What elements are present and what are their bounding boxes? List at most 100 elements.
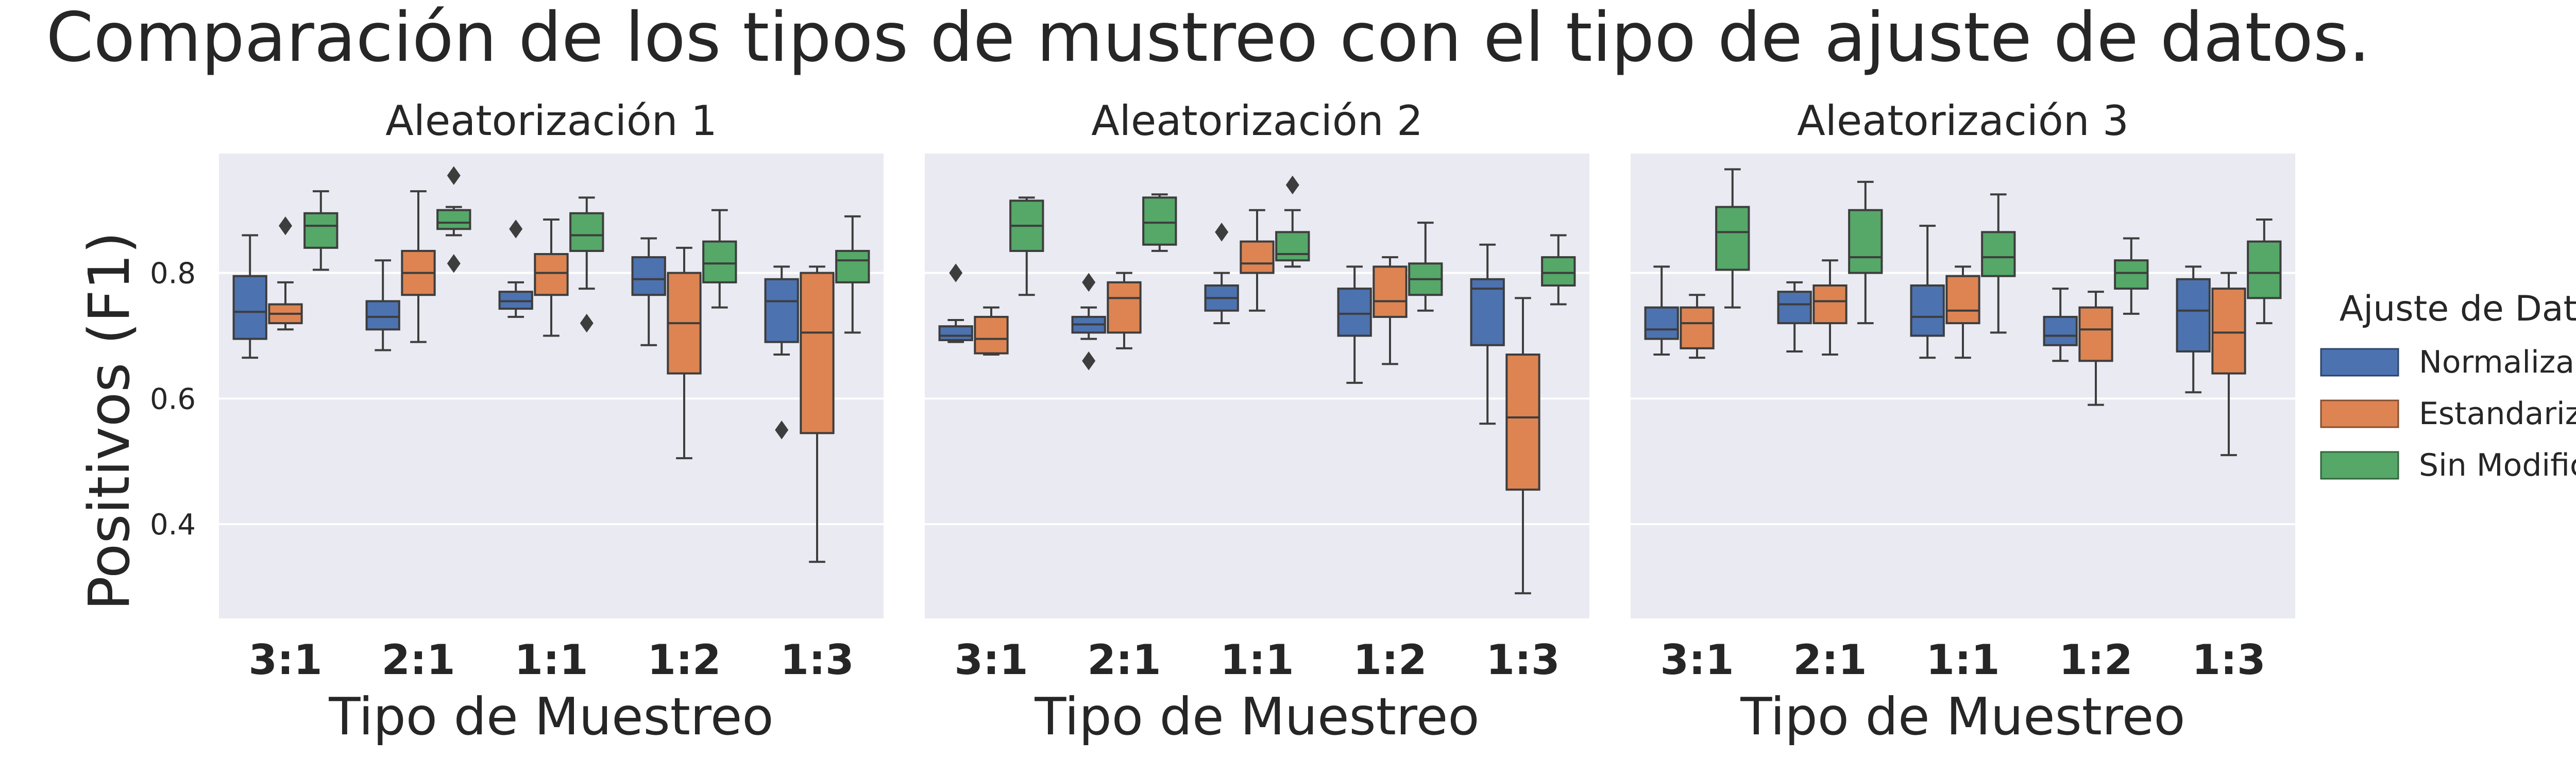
outlier-point: [1215, 223, 1229, 242]
box-iqr: [1142, 196, 1177, 246]
x-tick-label: 2:1: [1793, 636, 1867, 684]
box-sin-modificación: [303, 190, 338, 271]
box-iqr: [303, 212, 338, 249]
box-estandarizados: [2211, 272, 2246, 457]
box-iqr: [1715, 206, 1750, 271]
box-normalizados: [2176, 265, 2211, 394]
box-iqr: [1470, 278, 1505, 346]
box-iqr: [1644, 306, 1679, 340]
box-iqr: [232, 275, 267, 340]
y-tick-label: 0.6: [150, 382, 196, 416]
outlier-point: [447, 166, 461, 185]
outlier-point: [279, 216, 292, 236]
box-iqr: [2114, 259, 2149, 290]
x-tick-label: 2:1: [1087, 636, 1161, 684]
box-iqr: [1848, 209, 1883, 274]
x-axis-label: Tipo de Muestreo: [1740, 686, 2185, 747]
x-tick-label: 3:1: [1660, 636, 1734, 684]
box-estandarizados: [268, 216, 303, 331]
panel-title: Aleatorización 3: [1797, 97, 2129, 145]
x-tick-label: 1:2: [2059, 636, 2132, 684]
box-sin-modificación: [569, 196, 604, 333]
box-iqr: [1910, 284, 1945, 337]
box-normalizados: [938, 263, 973, 343]
box-iqr: [631, 256, 666, 296]
box-estandarizados: [1945, 265, 1980, 359]
box-estandarizados: [1107, 272, 1142, 349]
panel-title: Aleatorización 2: [1091, 97, 1423, 145]
box-iqr: [1337, 288, 1372, 337]
box-sin-modificación: [436, 166, 471, 273]
box-iqr: [436, 209, 471, 230]
box-sin-modificación: [702, 209, 737, 309]
box-iqr: [764, 278, 799, 343]
box-sin-modificación: [1981, 193, 2016, 334]
x-tick-label: 1:1: [1926, 636, 1999, 684]
x-tick-label: 1:2: [647, 636, 721, 684]
outlier-point: [1082, 351, 1096, 371]
box-iqr: [1981, 231, 2016, 277]
box-estandarizados: [1812, 259, 1848, 356]
box-normalizados: [1777, 281, 1812, 352]
x-tick-label: 2:1: [381, 636, 455, 684]
box-iqr: [1505, 354, 1540, 491]
box-normalizados: [365, 259, 400, 351]
y-tick-label: 0.8: [150, 257, 196, 291]
box-iqr: [702, 240, 737, 283]
box-iqr: [1680, 306, 1715, 349]
box-estandarizados: [1505, 297, 1540, 595]
box-sin-modificación: [1848, 180, 1883, 325]
outlier-point: [949, 263, 963, 282]
box-normalizados: [1337, 265, 1372, 384]
box-estandarizados: [534, 218, 569, 337]
outlier-point: [509, 220, 523, 239]
box-estandarizados: [974, 306, 1009, 356]
box-iqr: [974, 315, 1009, 355]
box-iqr: [938, 325, 973, 342]
legend-swatch: [2320, 399, 2399, 428]
panel-1: 0.4 0.6 0.8 Aleatorización 1 3:1 2:1 1:1 1:2 1:3…: [150, 97, 884, 747]
box-normalizados: [764, 265, 799, 440]
box-sin-modificación: [1541, 234, 1576, 306]
outlier-point: [580, 313, 594, 333]
box-iqr: [1541, 256, 1576, 287]
outlier-point: [775, 421, 789, 440]
x-tick-label: 1:3: [780, 636, 854, 684]
box-estandarizados: [800, 265, 835, 563]
x-tick-label: 3:1: [248, 636, 322, 684]
box-iqr: [2211, 288, 2246, 375]
box-iqr: [569, 212, 604, 252]
outlier-point: [447, 254, 461, 273]
box-sin-modificación: [835, 215, 870, 334]
box-iqr: [2043, 315, 2078, 346]
box-iqr: [1777, 291, 1812, 325]
box-iqr: [534, 253, 569, 296]
legend: Ajuste de Datos Normalizados Estandarizado…: [2320, 289, 2576, 483]
box-iqr: [1107, 281, 1142, 334]
box-iqr: [1240, 240, 1275, 274]
legend-label: Estandarizados: [2419, 396, 2576, 432]
box-sin-modificación: [2114, 237, 2149, 315]
box-sin-modificación: [1009, 196, 1044, 296]
panels-layer: 0.4 0.6 0.8 Aleatorización 1 3:1 2:1 1:1 1:2 1:3…: [150, 97, 2295, 747]
box-normalizados: [1644, 265, 1679, 356]
box-normalizados: [1204, 223, 1239, 325]
x-tick-label: 3:1: [954, 636, 1028, 684]
box-normalizados: [1470, 243, 1505, 425]
legend-swatch: [2320, 348, 2399, 377]
box-normalizados: [2043, 288, 2078, 362]
box-sin-modificación: [1142, 193, 1177, 252]
box-normalizados: [232, 234, 267, 359]
chart-title: Comparación de los tipos de mustreo con …: [46, 0, 2370, 77]
y-tick-label: 0.4: [150, 508, 196, 542]
box-iqr: [2247, 240, 2282, 299]
x-tick-label: 1:3: [2192, 636, 2265, 684]
box-normalizados: [1071, 273, 1106, 371]
box-sin-modificación: [2247, 218, 2282, 325]
x-tick-label: 1:1: [514, 636, 588, 684]
x-axis-label: Tipo de Muestreo: [1034, 686, 1479, 747]
legend-title: Ajuste de Datos: [2340, 289, 2576, 329]
box-sin-modificación: [1275, 175, 1310, 268]
box-iqr: [835, 249, 870, 283]
